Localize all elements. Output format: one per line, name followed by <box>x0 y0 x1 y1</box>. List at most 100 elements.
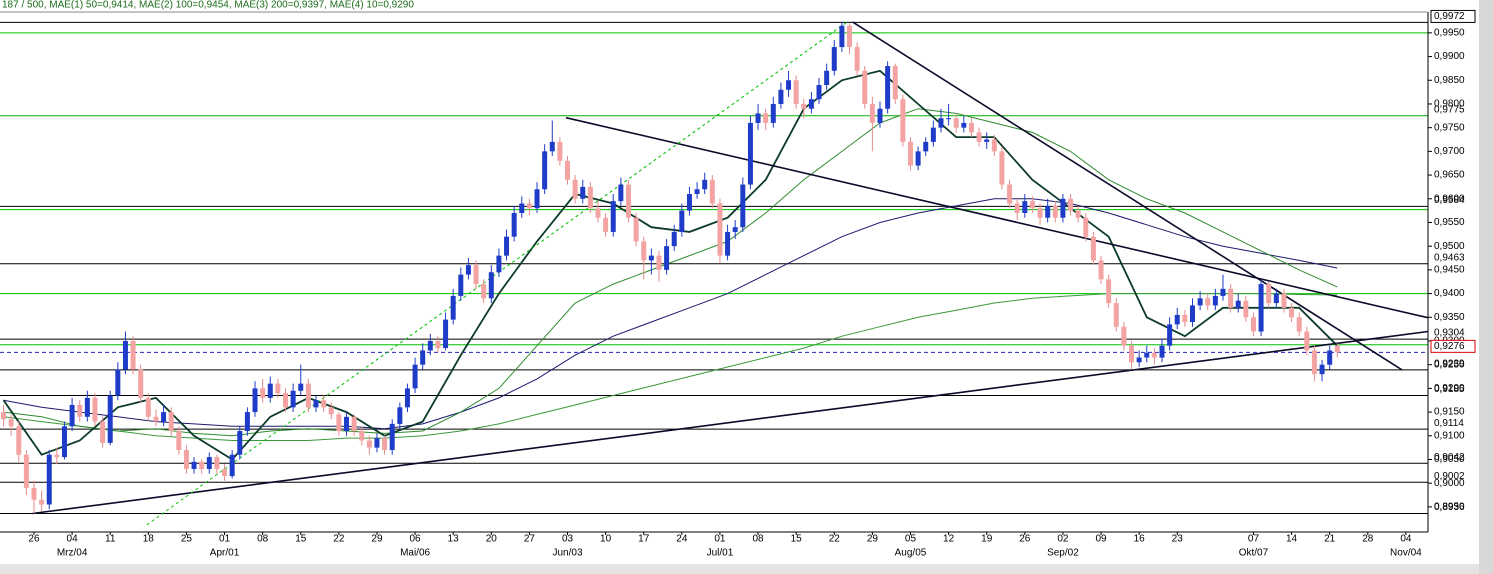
candle-body <box>786 80 792 90</box>
candle-body <box>968 122 974 133</box>
y-tick-label: 0,9450 <box>1434 265 1465 276</box>
candle-body <box>39 499 45 505</box>
candle-body <box>923 141 929 152</box>
candle-body <box>633 217 639 242</box>
x-tick-label: 16 <box>1134 534 1146 545</box>
candle-body <box>709 179 715 204</box>
candle-body <box>671 231 677 247</box>
candle-body <box>1182 314 1188 323</box>
x-tick-label: 05 <box>905 534 917 545</box>
candle-body <box>770 103 776 123</box>
candle-body <box>816 84 822 100</box>
candle-body <box>572 179 578 199</box>
candle-body <box>877 108 883 123</box>
candle-body <box>366 440 372 448</box>
level-label-box <box>1430 9 1476 23</box>
candle-body <box>435 340 441 349</box>
candle-body <box>1250 317 1256 332</box>
candle-body <box>382 438 388 450</box>
y-tick-label: 0,9150 <box>1434 407 1465 418</box>
candle-body <box>214 457 220 469</box>
candle-body <box>1228 288 1234 308</box>
x-month-label: Apr/01 <box>210 548 240 559</box>
candle-body <box>412 364 418 389</box>
x-tick-label: 21 <box>1324 534 1336 545</box>
x-tick-label: 12 <box>943 534 955 545</box>
candle-body <box>595 208 601 218</box>
status-strip <box>0 564 1479 574</box>
x-month-label: Okt/07 <box>1239 548 1269 559</box>
candle-body <box>115 369 121 396</box>
x-tick-label: 04 <box>1400 534 1412 545</box>
y-tick-label: 0,9550 <box>1434 217 1465 228</box>
candle-body <box>755 113 761 123</box>
candle-body <box>1022 201 1028 213</box>
candle-body <box>199 461 205 469</box>
candle-body <box>725 231 731 256</box>
candle-body <box>176 431 182 450</box>
candle-body <box>1281 293 1287 308</box>
candle-body <box>519 203 525 213</box>
candle-body <box>892 66 898 100</box>
y-tick-label: 0,9050 <box>1434 454 1465 465</box>
x-month-label: Mrz/04 <box>57 548 88 559</box>
moving-average <box>3 198 1338 430</box>
candle-body <box>763 113 769 123</box>
candle-body <box>1060 198 1066 218</box>
candle-body <box>313 400 319 408</box>
candle-body <box>404 388 410 408</box>
y-tick-label: 0,9400 <box>1434 288 1465 299</box>
x-month-label: Jul/01 <box>707 548 734 559</box>
candle-body <box>915 151 921 166</box>
candle-body <box>976 132 982 142</box>
candle-body <box>1258 284 1264 332</box>
candle-body <box>92 397 98 422</box>
candle-body <box>900 99 906 142</box>
candle-body <box>862 70 868 104</box>
x-tick-label: 20 <box>486 534 498 545</box>
candle-body <box>1334 345 1340 353</box>
candle-body <box>549 141 555 152</box>
candle-body <box>107 395 113 443</box>
level-label: 0,9304 <box>1434 328 1465 339</box>
candle-body <box>504 236 510 256</box>
candle-body <box>1129 345 1135 363</box>
candle-body <box>374 438 380 448</box>
candle-body <box>191 461 197 469</box>
candle-body <box>336 414 342 432</box>
moving-average <box>3 293 1338 441</box>
x-tick-label: 03 <box>562 534 574 545</box>
candle-body <box>1 412 7 420</box>
candle-body <box>511 212 517 237</box>
level-label: 0,9002 <box>1434 471 1465 482</box>
candle-body <box>656 255 662 270</box>
candle-body <box>153 416 159 422</box>
y-tick-label: 0,9750 <box>1434 122 1465 133</box>
candle-body <box>778 89 784 104</box>
candle-body <box>443 319 449 349</box>
y-tick-label: 0,9800 <box>1434 99 1465 110</box>
x-tick-label: 14 <box>1286 534 1298 545</box>
candle-body <box>1052 205 1058 218</box>
candle-body <box>1327 350 1333 365</box>
candle-body <box>1045 205 1051 218</box>
candle-body <box>168 412 174 432</box>
candle-body <box>1311 350 1317 375</box>
y-tick-label: 0,9200 <box>1434 383 1465 394</box>
x-tick-label: 18 <box>143 534 155 545</box>
candle-body <box>206 457 212 469</box>
x-month-label: Jun/03 <box>552 548 582 559</box>
candle-body <box>618 184 624 202</box>
candle-body <box>16 426 22 455</box>
scrollbar[interactable] <box>1479 0 1493 574</box>
candle-body <box>1266 284 1272 304</box>
x-tick-label: 26 <box>28 534 40 545</box>
candle-body <box>1174 314 1180 325</box>
candle-body <box>359 431 365 441</box>
candle-body <box>580 186 586 199</box>
candle-body <box>473 265 479 285</box>
level-label-box <box>1430 339 1476 353</box>
candle-body <box>481 284 487 299</box>
candle-body <box>122 340 128 370</box>
